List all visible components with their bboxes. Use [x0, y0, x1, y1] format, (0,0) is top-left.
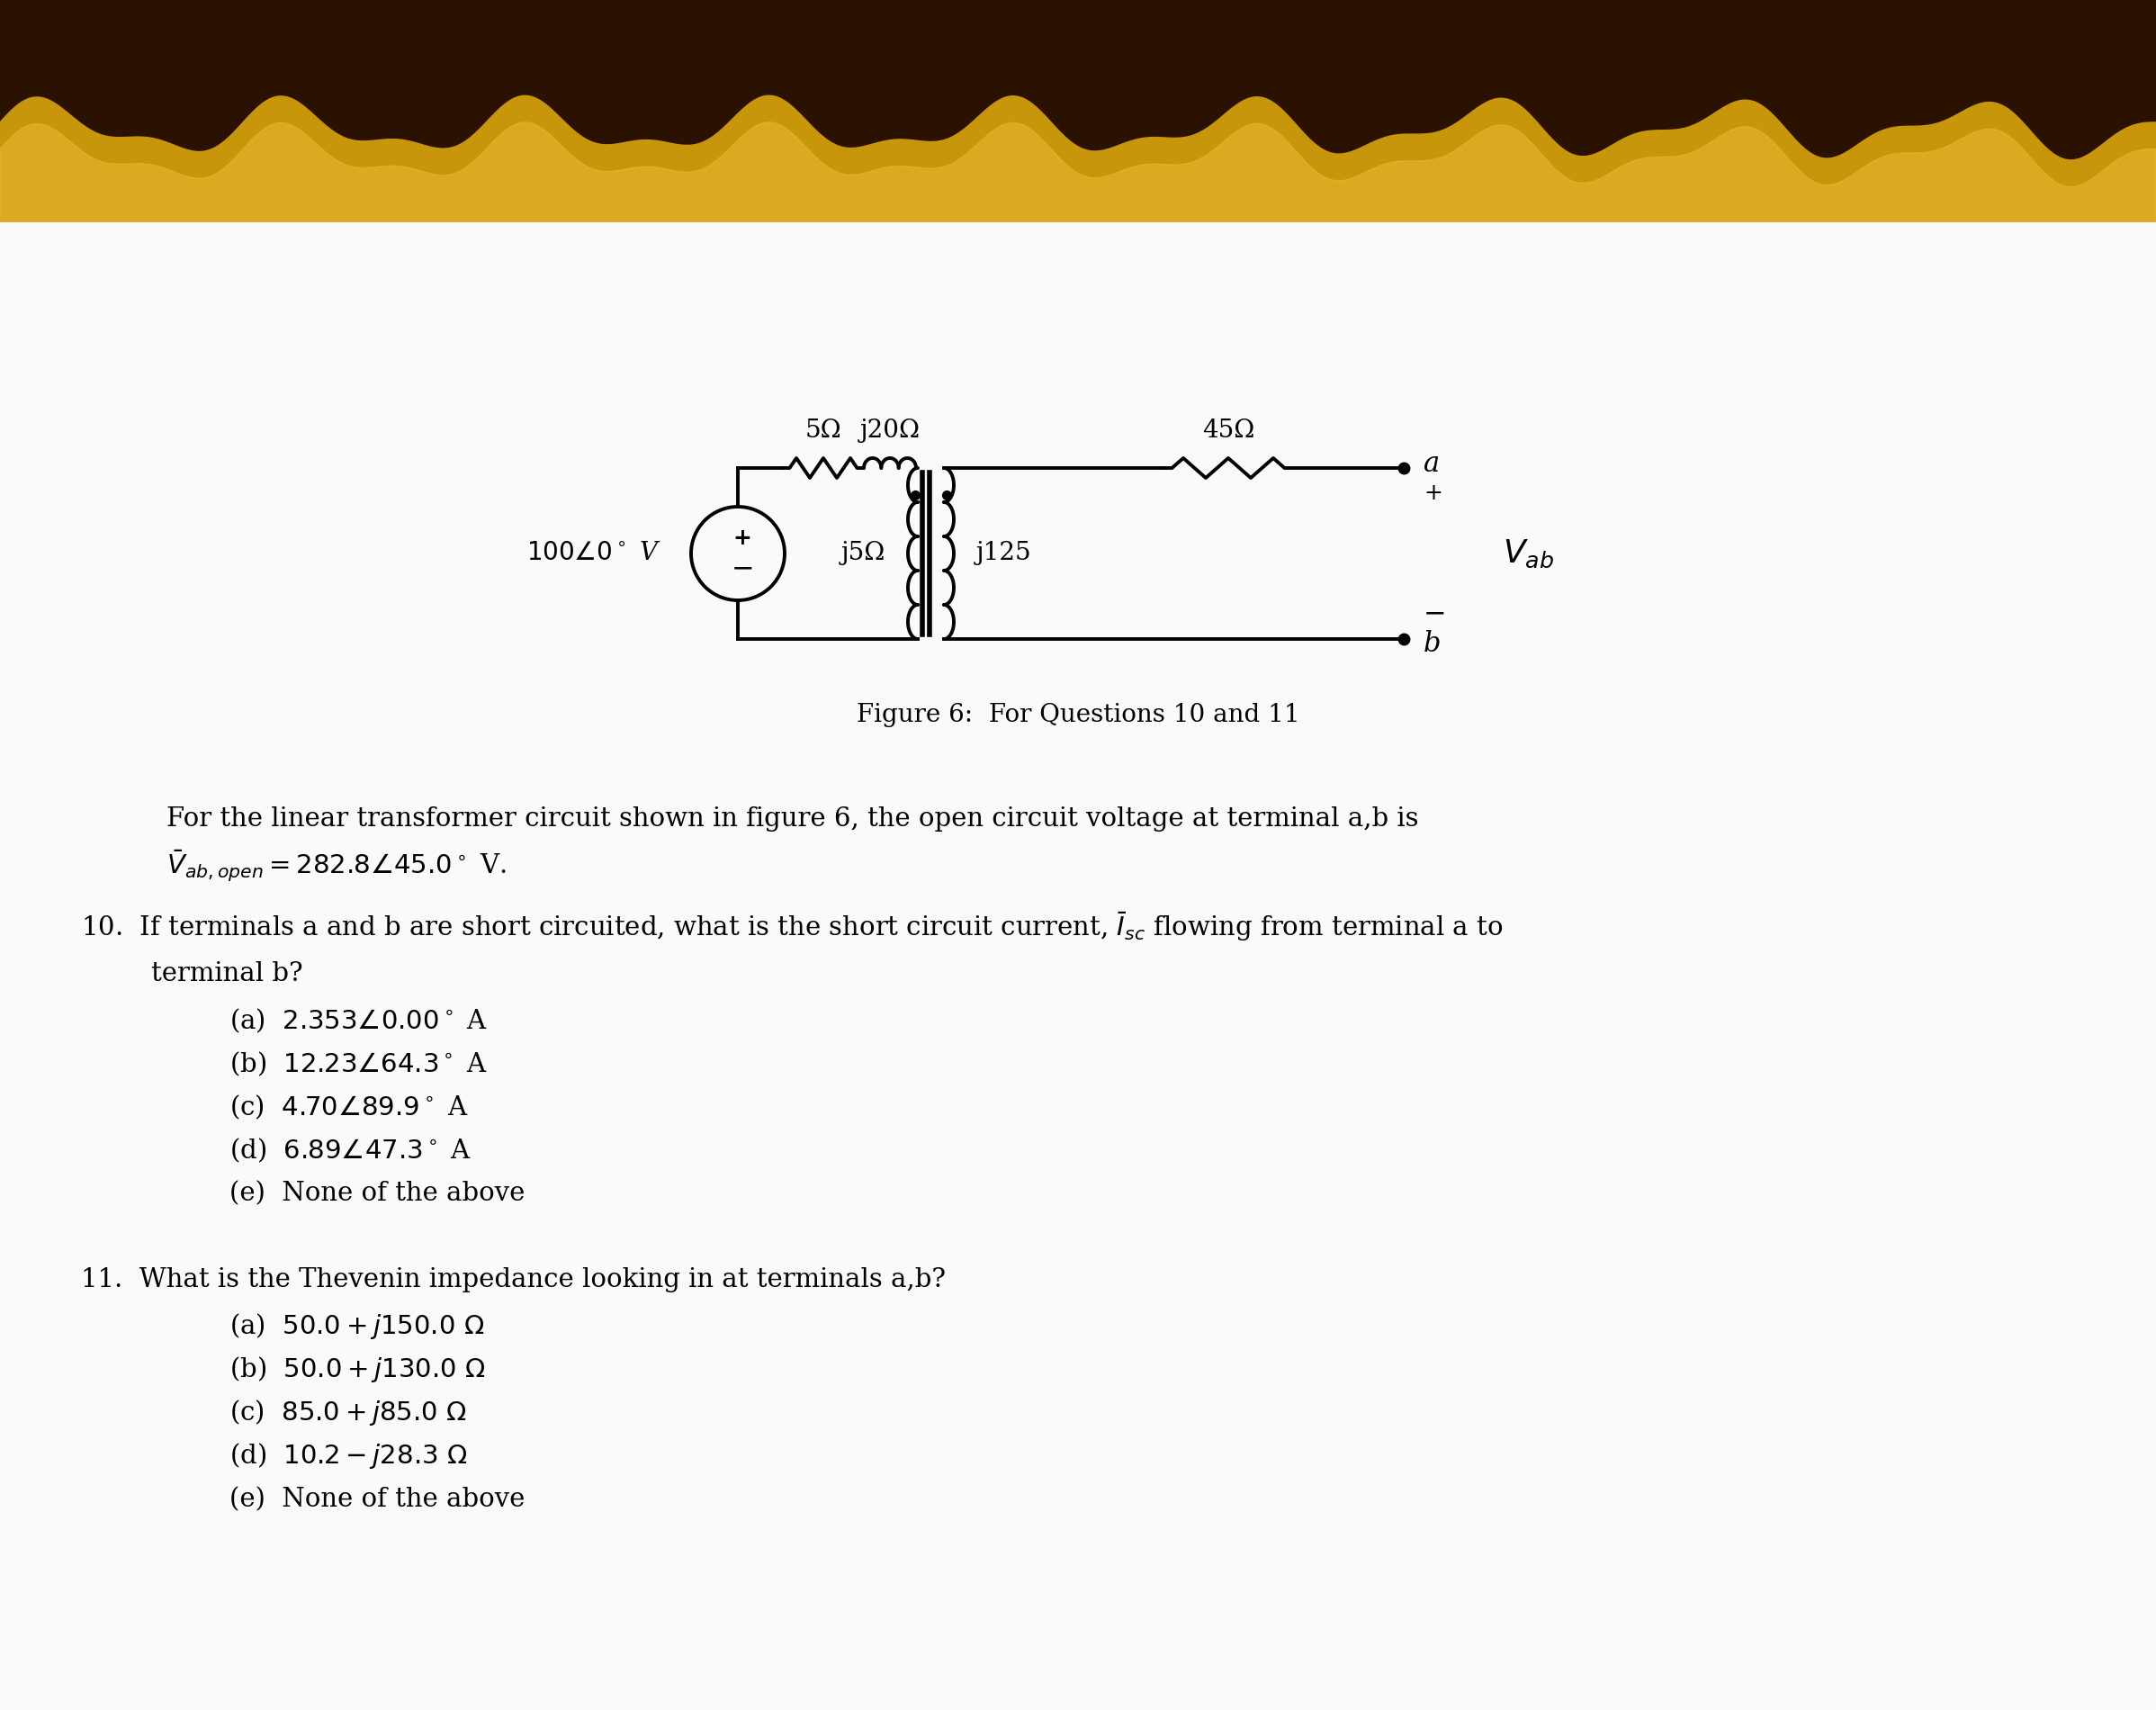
Text: (c)  $85.0 + j85.0\ \Omega$: (c) $85.0 + j85.0\ \Omega$: [229, 1399, 466, 1428]
Text: (a)  $2.353\angle0.00^\circ$ A: (a) $2.353\angle0.00^\circ$ A: [229, 1007, 487, 1035]
Text: 45Ω: 45Ω: [1203, 419, 1255, 443]
Text: 11.  What is the Thevenin impedance looking in at terminals a,b?: 11. What is the Thevenin impedance looki…: [82, 1267, 946, 1293]
Text: (d)  $10.2 - j28.3\ \Omega$: (d) $10.2 - j28.3\ \Omega$: [229, 1442, 468, 1471]
Text: +: +: [1423, 482, 1442, 504]
Text: (c)  $4.70\angle89.9^\circ$ A: (c) $4.70\angle89.9^\circ$ A: [229, 1093, 468, 1122]
Text: 10.  If terminals a and b are short circuited, what is the short circuit current: 10. If terminals a and b are short circu…: [82, 910, 1503, 944]
Text: −: −: [731, 556, 755, 581]
Text: (e)  None of the above: (e) None of the above: [229, 1182, 524, 1206]
Text: a: a: [1423, 450, 1440, 477]
Text: $\bar{V}_{ab,open} = 282.8\angle45.0^\circ$ V.: $\bar{V}_{ab,open} = 282.8\angle45.0^\ci…: [166, 848, 507, 884]
Text: $V_{ab}$: $V_{ab}$: [1503, 537, 1554, 569]
Text: j5Ω: j5Ω: [841, 542, 886, 566]
Text: (d)  $6.89\angle47.3^\circ$ A: (d) $6.89\angle47.3^\circ$ A: [229, 1135, 472, 1165]
Text: terminal b?: terminal b?: [151, 961, 302, 987]
Text: For the linear transformer circuit shown in figure 6, the open circuit voltage a: For the linear transformer circuit shown…: [166, 807, 1419, 831]
Text: +: +: [733, 527, 752, 549]
Text: −: −: [1423, 600, 1447, 628]
Text: (a)  $50.0 + j150.0\ \Omega$: (a) $50.0 + j150.0\ \Omega$: [229, 1312, 485, 1341]
Text: b: b: [1423, 629, 1440, 657]
Text: (b)  $12.23\angle64.3^\circ$ A: (b) $12.23\angle64.3^\circ$ A: [229, 1050, 487, 1077]
Text: j125: j125: [977, 542, 1033, 566]
Text: 5Ω: 5Ω: [804, 419, 841, 443]
Text: (e)  None of the above: (e) None of the above: [229, 1486, 524, 1512]
Text: $100\angle0^\circ$ V: $100\angle0^\circ$ V: [526, 542, 662, 566]
Text: Figure 6:  For Questions 10 and 11: Figure 6: For Questions 10 and 11: [856, 703, 1300, 728]
Text: j20Ω: j20Ω: [860, 419, 921, 443]
Text: (b)  $50.0 + j130.0\ \Omega$: (b) $50.0 + j130.0\ \Omega$: [229, 1354, 485, 1385]
